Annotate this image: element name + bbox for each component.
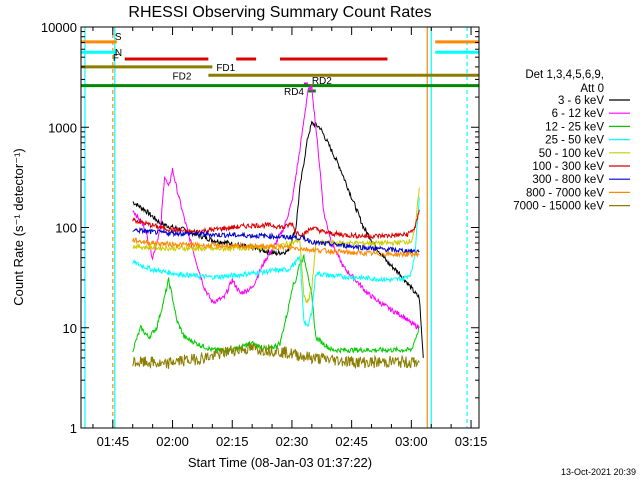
series-line (132, 120, 424, 358)
series-line (132, 341, 420, 370)
flag-label-rd2: RD2 (312, 76, 332, 87)
legend-entry-label: 300 - 800 keV (532, 174, 604, 186)
series-line (132, 197, 420, 328)
series-line (132, 84, 420, 330)
legend-entry-label: 12 - 25 keV (545, 121, 604, 133)
y-tick-label: 1000 (48, 120, 77, 135)
legend-entry-label: 6 - 12 keV (552, 108, 605, 120)
x-tick-label: 02:15 (216, 434, 249, 449)
legend-title: Det 1,3,4,5,6,9, (525, 69, 604, 81)
y-axis: 1 10 100 1000 10000 (41, 20, 479, 436)
y-tick-label: 10 (63, 321, 77, 336)
x-tick-label: 02:00 (156, 434, 189, 449)
x-tick-label: 01:45 (97, 434, 130, 449)
x-tick-label: 03:00 (395, 434, 428, 449)
x-axis-label: Start Time (08-Jan-03 01:37:22) (188, 455, 372, 470)
x-tick-label: 02:30 (276, 434, 309, 449)
flag-label-fd2: FD2 (173, 71, 192, 82)
y-axis-label: Count Rate (s⁻¹ detector⁻¹) (11, 148, 26, 306)
chart-title: RHESSI Observing Summary Count Rates (128, 4, 431, 21)
legend-title: Att 0 (580, 83, 604, 95)
flag-label-fd1: FD1 (216, 63, 235, 74)
series-line (132, 226, 420, 255)
y-tick-label: 1 (70, 421, 77, 436)
legend-entry-label: 50 - 100 keV (539, 148, 605, 160)
series-line (132, 253, 420, 354)
legend-entry-label: 25 - 50 keV (545, 135, 604, 147)
flag-label-f: F (113, 53, 119, 64)
series-line (132, 237, 420, 259)
flag-label-n: N (115, 48, 122, 59)
y-tick-label: 10000 (41, 20, 77, 35)
series-line (132, 209, 420, 240)
flag-label-s: S (115, 32, 122, 43)
footer-date: 13-Oct-2021 20:39 (561, 467, 636, 477)
x-axis: 01:45 02:00 02:15 02:30 02:45 03:00 03:15 (92, 27, 488, 449)
legend-entry-label: 800 - 7000 keV (526, 187, 604, 199)
legend-entry-label: 7000 - 15000 keV (513, 201, 604, 213)
legend-entry-label: 100 - 300 keV (532, 161, 604, 173)
legend-entry-label: 3 - 6 keV (558, 95, 604, 107)
plot-area: SNF FD1 FD2 RD2 RD4 (80, 26, 480, 429)
x-tick-label: 03:15 (455, 434, 488, 449)
x-tick-label: 02:45 (335, 434, 368, 449)
y-tick-label: 100 (55, 221, 77, 236)
flag-label-rd4: RD4 (284, 87, 304, 98)
